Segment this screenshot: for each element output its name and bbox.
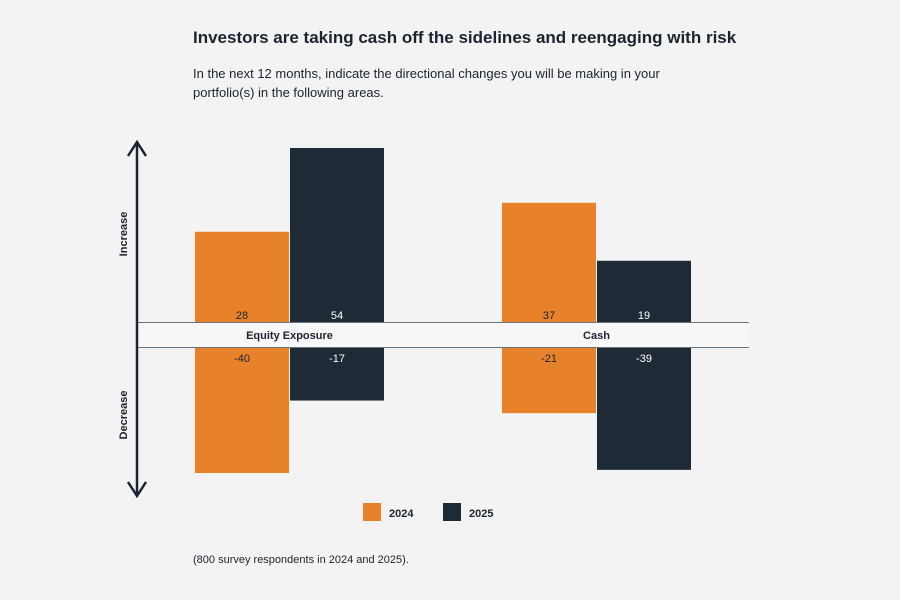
chart-subtitle: In the next 12 months, indicate the dire… <box>193 66 660 100</box>
value-labels: 28 -40 54 -17 37 -21 19 -39 <box>234 310 652 365</box>
value-label-increase: 54 <box>331 310 343 322</box>
increase-label: Increase <box>118 212 130 257</box>
bar-increase-2025-0 <box>290 148 384 322</box>
value-label-decrease: -17 <box>329 353 345 365</box>
value-label-decrease: -39 <box>636 353 652 365</box>
legend: 2024 2025 <box>363 503 493 521</box>
legend-label-2024: 2024 <box>389 508 414 520</box>
footnote: (800 survey respondents in 2024 and 2025… <box>193 554 409 566</box>
decrease-label: Decrease <box>118 391 130 440</box>
legend-swatch-2025 <box>443 503 461 521</box>
value-label-decrease: -21 <box>541 353 557 365</box>
bar-increase-2024-1 <box>502 202 596 322</box>
arrow-up-icon <box>126 139 148 157</box>
category-label: Equity Exposure <box>246 330 333 342</box>
bars-group <box>195 148 691 473</box>
bar-increase-2025-1 <box>597 260 691 322</box>
bar-increase-2024-0 <box>195 231 289 322</box>
legend-swatch-2024 <box>363 503 381 521</box>
value-label-decrease: -40 <box>234 353 250 365</box>
value-label-increase: 37 <box>543 310 555 322</box>
chart-title: Investors are taking cash off the sideli… <box>193 28 737 47</box>
bar-decrease-2024-0 <box>195 347 289 473</box>
bar-decrease-2025-0 <box>290 347 384 401</box>
category-label: Cash <box>583 330 610 342</box>
bar-decrease-2024-1 <box>502 347 596 414</box>
category-band <box>138 322 749 347</box>
arrow-down-icon <box>126 481 148 499</box>
category-labels: Equity Exposure Cash <box>246 330 610 342</box>
value-label-increase: 19 <box>638 310 650 322</box>
legend-label-2025: 2025 <box>469 508 493 520</box>
value-label-increase: 28 <box>236 310 248 322</box>
bar-decrease-2025-1 <box>597 347 691 470</box>
